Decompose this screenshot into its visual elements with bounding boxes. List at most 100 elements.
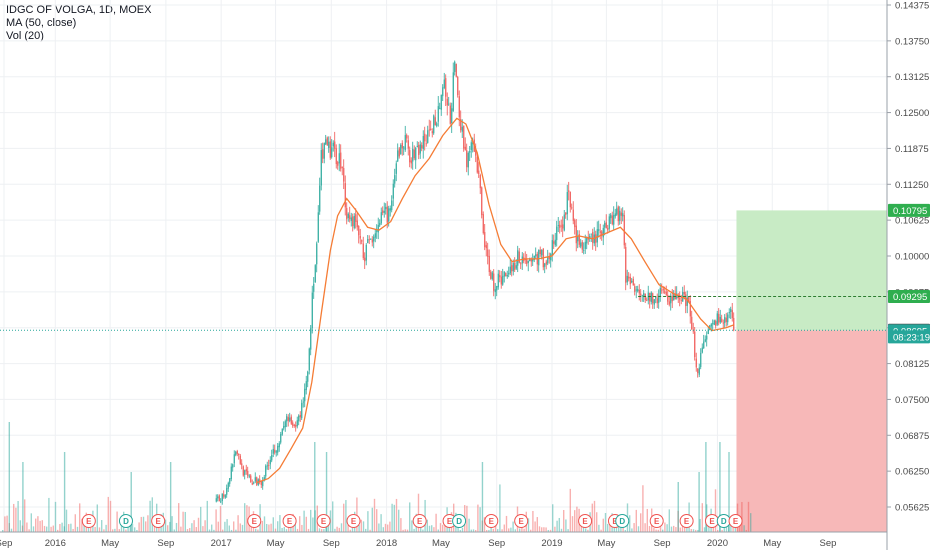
candle-body bbox=[548, 256, 550, 260]
candle-body bbox=[632, 278, 634, 286]
candle-body bbox=[635, 289, 637, 291]
earnings-marker[interactable]: E bbox=[514, 514, 529, 528]
earnings-marker[interactable]: E bbox=[649, 514, 664, 528]
volume-bar bbox=[668, 509, 670, 532]
volume-bar bbox=[94, 526, 96, 532]
volume-bar bbox=[61, 522, 63, 532]
earnings-marker[interactable]: E bbox=[728, 514, 743, 528]
earnings-marker[interactable]: E bbox=[679, 514, 694, 528]
earnings-marker[interactable]: E bbox=[578, 514, 593, 528]
volume-bar bbox=[444, 525, 446, 532]
event-label: D bbox=[123, 517, 129, 526]
candle-body bbox=[370, 238, 372, 240]
event-label: E bbox=[489, 517, 495, 526]
volume-bar bbox=[81, 518, 83, 532]
earnings-marker[interactable]: E bbox=[704, 514, 719, 528]
candle-body bbox=[547, 257, 549, 264]
volume-bar bbox=[351, 527, 354, 532]
volume-bar bbox=[266, 523, 268, 532]
candle-body bbox=[517, 250, 519, 266]
volume-bar bbox=[725, 525, 728, 532]
earnings-marker[interactable]: E bbox=[442, 514, 457, 528]
volume-bar bbox=[184, 511, 186, 532]
candle-body bbox=[559, 224, 561, 228]
candle-body bbox=[458, 96, 460, 118]
candle-body bbox=[578, 234, 580, 245]
candle-body bbox=[385, 207, 387, 210]
candle-body bbox=[586, 237, 588, 244]
earnings-marker[interactable]: E bbox=[316, 514, 331, 528]
candle-body bbox=[365, 244, 367, 261]
ma-indicator-label[interactable]: MA (50, close) bbox=[6, 17, 77, 29]
x-tick-label: Sep bbox=[488, 538, 505, 549]
earnings-marker[interactable]: E bbox=[346, 514, 361, 528]
dividend-marker[interactable]: D bbox=[716, 514, 731, 528]
earnings-marker[interactable]: E bbox=[151, 514, 166, 528]
volume-bar bbox=[692, 529, 695, 532]
volume-bar bbox=[571, 516, 574, 532]
volume-bar bbox=[635, 509, 637, 532]
candle-body bbox=[629, 276, 631, 285]
candle-body bbox=[292, 422, 294, 426]
dividend-marker[interactable]: D bbox=[615, 514, 630, 528]
dividend-marker[interactable]: D bbox=[452, 514, 467, 528]
candle-body bbox=[535, 254, 537, 257]
event-circle bbox=[247, 514, 262, 528]
event-label: D bbox=[619, 517, 625, 526]
candle-body bbox=[704, 339, 706, 342]
candle-body bbox=[442, 87, 444, 97]
candle-body bbox=[254, 477, 256, 482]
volume-bar bbox=[10, 528, 13, 532]
volume-bar bbox=[536, 517, 538, 532]
candle-body bbox=[511, 265, 513, 272]
candle-body bbox=[680, 299, 682, 301]
candle-body bbox=[215, 498, 217, 502]
volume-bar bbox=[664, 522, 666, 532]
symbol-title[interactable]: IDGC OF VOLGA, 1D, MOEX bbox=[6, 4, 152, 16]
volume-bar bbox=[307, 528, 310, 532]
x-tick-label: 2020 bbox=[707, 538, 728, 549]
candle-body bbox=[412, 148, 414, 162]
event-circle bbox=[578, 514, 593, 528]
candle-body bbox=[349, 215, 351, 220]
candle-body bbox=[662, 289, 664, 291]
volume-bar bbox=[193, 520, 195, 532]
candle-body bbox=[326, 137, 328, 146]
volume-bar bbox=[554, 526, 556, 532]
volume-bar bbox=[488, 529, 490, 532]
candle-body bbox=[560, 225, 562, 227]
volume-bar bbox=[745, 529, 747, 532]
candle-body bbox=[307, 371, 309, 382]
earnings-marker[interactable]: E bbox=[81, 514, 96, 528]
volume-bar bbox=[655, 529, 657, 532]
volume-bar bbox=[24, 499, 26, 532]
volume-bar bbox=[261, 520, 263, 532]
volume-bar bbox=[314, 442, 316, 532]
candle-body bbox=[391, 200, 393, 211]
volume-bar bbox=[681, 526, 684, 532]
volume-indicator-label[interactable]: Vol (20) bbox=[6, 30, 44, 42]
volume-bar bbox=[545, 527, 547, 532]
volume-bar bbox=[175, 522, 178, 532]
candle-body bbox=[316, 243, 318, 265]
candle-body bbox=[718, 313, 720, 323]
dividend-marker[interactable]: D bbox=[118, 514, 133, 528]
candle-body bbox=[671, 296, 673, 302]
earnings-marker[interactable]: E bbox=[247, 514, 262, 528]
candle-body bbox=[455, 63, 457, 77]
volume-bar bbox=[679, 527, 681, 532]
candle-body bbox=[304, 388, 306, 402]
earnings-marker[interactable]: E bbox=[282, 514, 297, 528]
position-zones[interactable] bbox=[736, 210, 887, 532]
candle-body bbox=[280, 434, 282, 443]
volume-bar bbox=[703, 527, 706, 532]
earnings-marker[interactable]: E bbox=[484, 514, 499, 528]
volume-bar bbox=[426, 519, 428, 532]
earnings-marker[interactable]: E bbox=[412, 514, 427, 528]
candle-body bbox=[683, 292, 685, 295]
volume-bar bbox=[112, 529, 114, 532]
volume-bar bbox=[116, 511, 118, 532]
volume-bar bbox=[274, 528, 277, 532]
